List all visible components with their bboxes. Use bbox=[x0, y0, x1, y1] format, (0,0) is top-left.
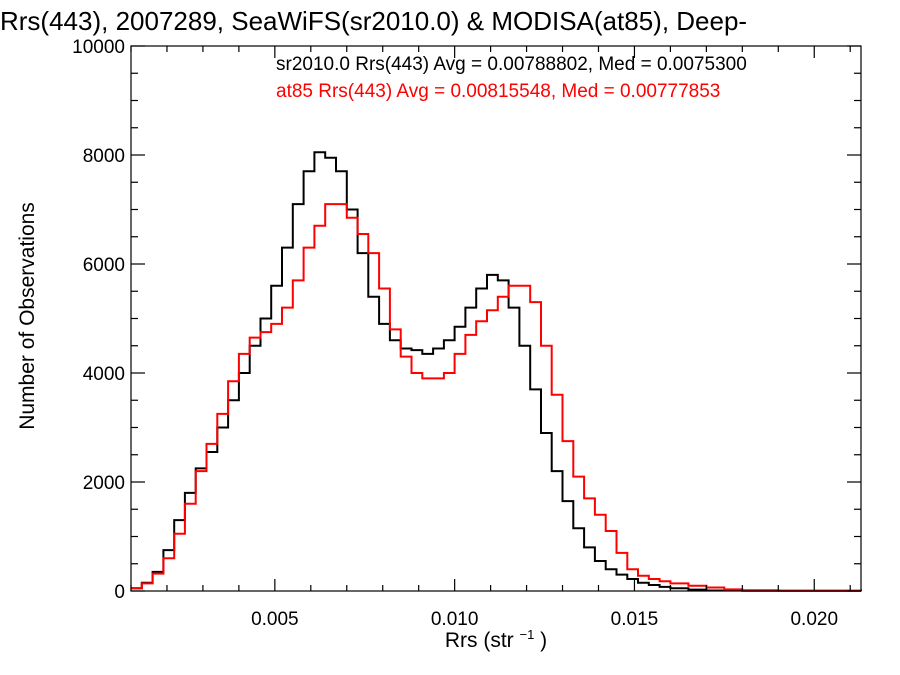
x-axis-label-main: Rrs (str bbox=[445, 629, 514, 652]
chart-title: Rrs(443), 2007289, SeaWiFS(sr2010.0) & M… bbox=[0, 6, 747, 36]
y-tick-label: 10000 bbox=[72, 37, 125, 58]
x-tick-label: 0.010 bbox=[431, 609, 479, 630]
series-layer bbox=[131, 151, 862, 592]
legend-entry-1: sr2010.0 Rrs(443) Avg = 0.00788802, Med … bbox=[276, 54, 747, 75]
series-line-1 bbox=[131, 151, 862, 592]
legend-entry-2: at85 Rrs(443) Avg = 0.00815548, Med = 0.… bbox=[276, 81, 720, 102]
y-tick-label: 6000 bbox=[83, 255, 125, 276]
x-tick-label: 0.015 bbox=[611, 609, 659, 630]
y-tick-label: 4000 bbox=[83, 364, 125, 385]
x-tick-label: 0.020 bbox=[790, 609, 838, 630]
x-tick-label: 0.005 bbox=[251, 609, 299, 630]
y-tick-label: 8000 bbox=[83, 146, 125, 167]
x-axis-label: Rrs (str −1 ) bbox=[445, 621, 547, 652]
y-tick-label: 0 bbox=[114, 582, 125, 603]
y-tick-label: 2000 bbox=[83, 473, 125, 494]
x-axis-label-superscript: −1 bbox=[520, 627, 535, 642]
y-axis-label: Number of Observations bbox=[16, 202, 39, 430]
tick-layer: 0.005 0.010 0.015 0.020 0 2000 4000 6000 8000 100… bbox=[72, 37, 861, 630]
series-line-2 bbox=[131, 203, 862, 592]
x-axis-label-close: ) bbox=[540, 629, 547, 652]
plot-frame bbox=[130, 45, 862, 592]
